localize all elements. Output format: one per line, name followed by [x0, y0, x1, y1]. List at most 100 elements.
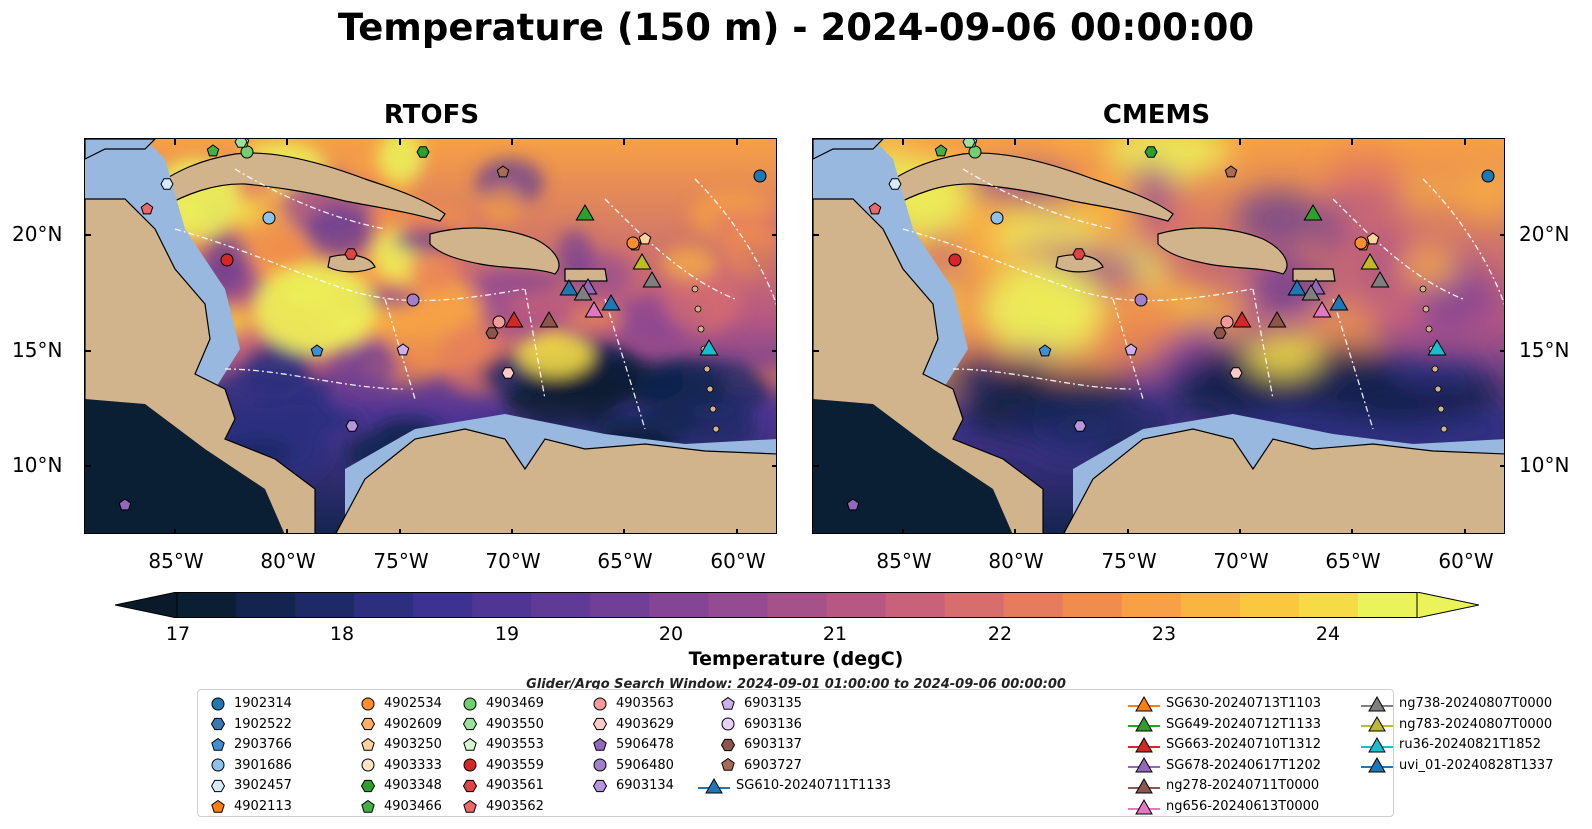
- map-panel-rtofs[interactable]: [84, 138, 777, 534]
- legend-item-ng656-20240613t0000: ng656-20240613T0000: [1128, 797, 1319, 817]
- legend-item-4903333: 4903333: [358, 756, 442, 776]
- legend-item-4903563: 4903563: [590, 694, 674, 714]
- colorbar-tick-20: 20: [658, 623, 684, 645]
- land-island: [1434, 385, 1442, 393]
- pentagon-icon: [211, 737, 225, 751]
- pentagon-icon: [463, 799, 477, 813]
- map-marker-6903134: [345, 420, 359, 432]
- colorbar-segment: [472, 592, 532, 618]
- legend-label: ng783-20240807T0000: [1399, 716, 1553, 732]
- map-marker-6903135: [1124, 343, 1138, 356]
- hexagon-icon: [720, 738, 736, 751]
- colorbar-over-extend: [1416, 591, 1480, 619]
- pentagon-icon: [721, 758, 735, 772]
- land-south-america: [335, 428, 776, 533]
- land-island: [703, 365, 711, 373]
- colorbar-tick-19: 19: [494, 623, 520, 645]
- land-island: [1422, 305, 1430, 313]
- legend-label: ng656-20240613T0000: [1166, 799, 1320, 814]
- land-island: [691, 285, 699, 293]
- map-marker-ng656-20240613t0000: [584, 300, 604, 318]
- legend-item-sg649-20240712t1133: SG649-20240712T1133: [1128, 715, 1321, 735]
- triangle-line-icon: [1128, 695, 1160, 711]
- legend-label: ng738-20240807T0000: [1399, 696, 1553, 711]
- colorbar-segment: [767, 592, 828, 618]
- colorbar-segment: [531, 592, 591, 618]
- map-marker-4903559: [220, 253, 234, 267]
- search-window-note: Glider/Argo Search Window: 2024-09-01 01…: [526, 677, 1066, 692]
- legend-item-4903348: 4903348: [358, 776, 442, 796]
- map-marker-ru36-20240821t1852: [1427, 338, 1447, 356]
- land-puerto-rico: [1292, 268, 1336, 282]
- land-island: [697, 325, 705, 333]
- map-marker-4902534: [1354, 236, 1368, 250]
- circle-icon: [721, 717, 735, 731]
- lon-label-75w-right: 75°W: [1101, 549, 1157, 573]
- legend-item-6903135: 6903135: [718, 694, 802, 714]
- triangle-line-icon: [1361, 757, 1393, 773]
- circle-icon: [593, 697, 607, 710]
- map-marker-4903469: [968, 145, 982, 159]
- figure-title: Temperature (150 m) - 2024-09-06 00:00:0…: [337, 6, 1255, 49]
- map-marker-4903550: [962, 139, 976, 148]
- legend-item-3901686: 3901686: [208, 756, 292, 776]
- legend-label: 4903563: [616, 696, 674, 711]
- colorbar-under-extend: [114, 591, 178, 619]
- lon-label-70w-right: 70°W: [1213, 549, 1269, 573]
- map-marker-3901686: [262, 211, 276, 225]
- map-marker-ng738-20240807t0000: [1301, 283, 1321, 301]
- map-marker-5906478: [846, 498, 860, 511]
- legend-label: 4903561: [486, 778, 544, 794]
- legend-label: 4903469: [486, 696, 544, 711]
- lat-label-10n-right: 10°N: [1519, 453, 1570, 477]
- legend-label: 6903136: [744, 716, 802, 732]
- map-marker-uvi_01-20240828t1337: [1287, 278, 1307, 296]
- legend-label: 5906478: [616, 737, 674, 753]
- legend-item-4903553: 4903553: [460, 735, 544, 755]
- map-marker-4903561: [1072, 248, 1086, 260]
- legend-item-6903727: 6903727: [718, 756, 802, 776]
- legend-item-ng738-20240807t0000: ng738-20240807T0000: [1361, 694, 1552, 714]
- map-marker-sg649-20240712t1133: [575, 203, 595, 221]
- legend-label: 2903766: [234, 737, 292, 753]
- lat-label-10n-left: 10°N: [12, 453, 63, 477]
- legend-item-4902113: 4902113: [208, 797, 292, 817]
- colorbar-tick-17: 17: [165, 623, 191, 645]
- map-marker-1902314: [753, 169, 767, 183]
- hexagon-icon: [360, 717, 376, 731]
- legend-label: 6903137: [744, 737, 802, 753]
- eez-boundary: [524, 288, 546, 400]
- map-marker-ng738-20240807t0000: [573, 283, 593, 301]
- circle-icon: [361, 758, 375, 772]
- map-marker-sg663-20240710t1312: [504, 310, 524, 328]
- colorbar-segment: [1003, 592, 1064, 618]
- panel-title-cmems: CMEMS: [1102, 100, 1211, 130]
- eez-boundary: [1252, 288, 1274, 400]
- legend-label: ng278-20240711T0000: [1166, 778, 1320, 794]
- lat-label-15n-left: 15°N: [12, 338, 63, 362]
- map-marker-4903559: [948, 253, 962, 267]
- map-marker-sg649-20240712t1133: [1303, 203, 1323, 221]
- legend-label: 4903250: [384, 737, 442, 753]
- lon-label-65w-right: 65°W: [1325, 549, 1381, 573]
- land-island: [712, 425, 720, 433]
- colorbar-segment: [295, 592, 355, 618]
- legend-label: SG649-20240712T1133: [1166, 716, 1322, 732]
- lon-label-85w-right: 85°W: [876, 549, 932, 573]
- legend-label: 6903727: [744, 757, 802, 773]
- map-marker-4903250: [638, 232, 652, 245]
- colorbar-label: Temperature (degC): [688, 648, 904, 670]
- map-panel-cmems[interactable]: [812, 138, 1505, 534]
- triangle-line-icon: [1128, 736, 1160, 753]
- colorbar-tick-24: 24: [1315, 623, 1341, 645]
- map-marker-6903137: [485, 327, 499, 339]
- map-marker-4903629: [501, 367, 515, 379]
- colorbar-segment: [177, 592, 237, 618]
- hexagon-icon: [462, 779, 478, 793]
- colorbar-segment: [1180, 592, 1241, 618]
- eez-boundary: [604, 198, 736, 300]
- lon-label-75w-left: 75°W: [373, 549, 429, 573]
- map-marker-ng783-20240807t0000: [1360, 252, 1380, 270]
- map-marker-6903137: [1213, 327, 1227, 339]
- legend-label: SG678-20240617T1202: [1166, 757, 1322, 773]
